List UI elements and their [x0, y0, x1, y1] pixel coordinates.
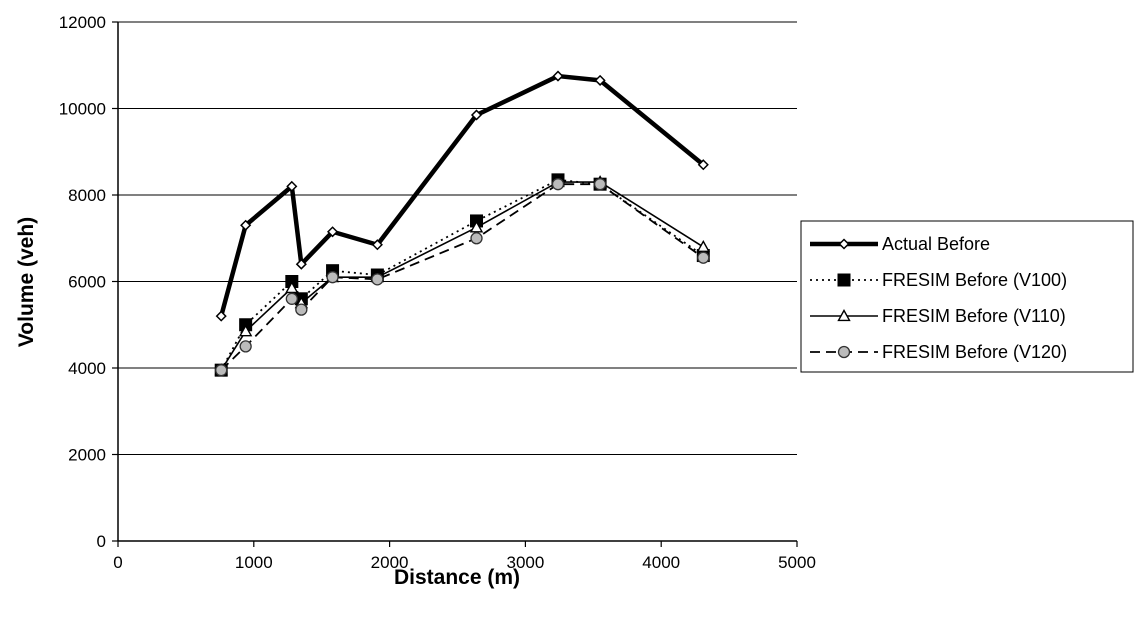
x-ticks: 0 1000 2000 3000 4000 5000 [113, 541, 816, 572]
point-0-0 [215, 310, 227, 322]
legend-marker-2 [837, 309, 851, 322]
point-3-4 [326, 271, 339, 284]
point-3-2 [285, 292, 298, 305]
series-line-1 [220, 178, 704, 371]
series-line-2 [220, 181, 704, 371]
x-tick-label-0: 0 [113, 553, 122, 572]
x-tick-label-1: 1000 [235, 553, 273, 572]
point-2-1 [238, 324, 253, 337]
point-0-3 [295, 258, 307, 270]
series-3 [215, 178, 710, 377]
y-tick-label-3: 6000 [68, 273, 106, 292]
x-axis-title: Distance (m) [394, 566, 520, 589]
x-tick-label-2: 2000 [371, 553, 409, 572]
point-3-1 [239, 340, 252, 353]
y-tick-label-2: 4000 [68, 359, 106, 378]
y-ticks: 0 2000 4000 6000 8000 10000 12000 [59, 13, 118, 551]
legend-label-0: Actual Before [882, 234, 990, 254]
x-tick-label-3: 3000 [506, 553, 544, 572]
point-3-3 [295, 303, 308, 316]
point-0-9 [697, 159, 709, 171]
legend-label-2: FRESIM Before (V110) [882, 306, 1066, 326]
y-axis-title: Volume (veh) [15, 217, 38, 347]
y-tick-label-1: 2000 [68, 446, 106, 465]
y-tick-label-4: 8000 [68, 186, 106, 205]
x-tick-label-5: 5000 [778, 553, 816, 572]
point-2-6 [469, 220, 484, 233]
point-0-6 [470, 109, 483, 121]
point-0-5 [371, 239, 383, 251]
point-3-6 [470, 232, 483, 245]
legend-marker-0 [838, 238, 850, 250]
point-3-8 [593, 178, 607, 191]
legend-marker-3 [837, 345, 851, 359]
point-3-5 [371, 273, 384, 286]
legend-items: Actual Before FRESIM Before (V100) FRESIM … [810, 234, 1067, 362]
y-tick-label-0: 0 [97, 532, 106, 551]
point-0-8 [594, 74, 606, 86]
point-2-2 [285, 281, 299, 294]
point-2-9 [696, 239, 710, 253]
point-3-7 [551, 178, 565, 191]
point-3-9 [697, 251, 710, 264]
legend-label-3: FRESIM Before (V120) [882, 342, 1067, 362]
point-0-1 [240, 219, 252, 231]
x-tick-label-4: 4000 [642, 553, 680, 572]
y-tick-label-5: 10000 [59, 100, 106, 119]
series-0 [215, 70, 709, 322]
point-0-4 [327, 226, 339, 238]
series-line-3 [220, 183, 704, 371]
point-0-7 [552, 70, 564, 82]
legend: Actual Before FRESIM Before (V100) FRESIM … [800, 220, 1134, 373]
series-layer [214, 70, 710, 377]
point-0-2 [286, 180, 298, 192]
series-line-0 [219, 73, 705, 317]
legend-label-1: FRESIM Before (V100) [882, 270, 1067, 290]
y-tick-label-6: 12000 [59, 13, 106, 32]
legend-marker-1 [837, 273, 851, 287]
point-3-0 [215, 364, 228, 377]
